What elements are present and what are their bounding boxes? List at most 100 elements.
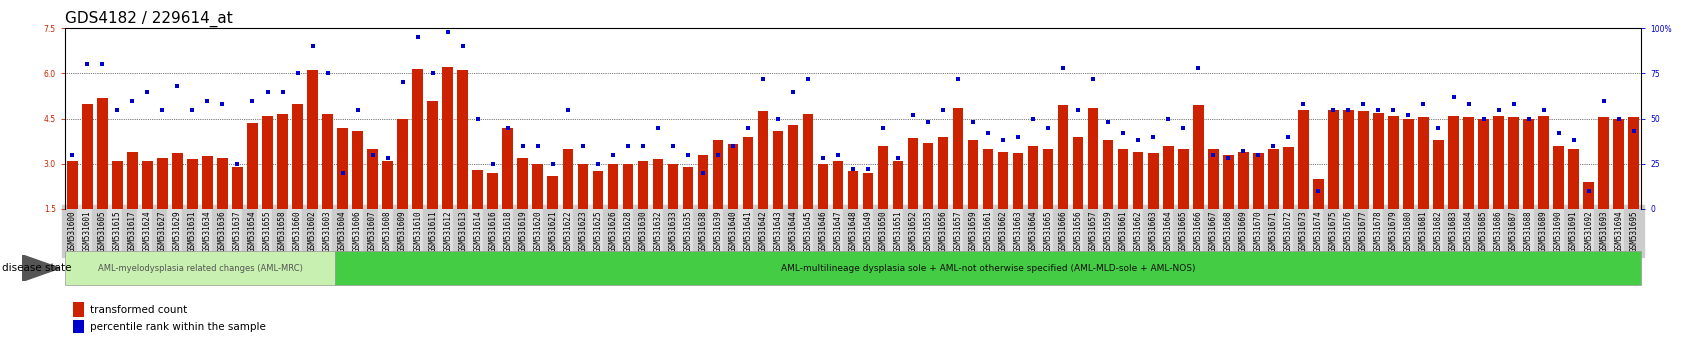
Bar (247, 123, 257, 254)
Point (1545, 130, 1572, 136)
Point (1170, 125, 1197, 131)
Polygon shape (22, 255, 60, 281)
Bar (1567, 149, 1577, 254)
Bar (172, 153, 182, 254)
Point (554, 107, 581, 113)
Point (1004, 134, 1032, 139)
Bar (938, 137, 948, 254)
Bar (442, 67, 452, 254)
Point (598, 152, 626, 158)
Bar (1072, 137, 1083, 254)
Bar (413, 69, 423, 254)
Point (523, 143, 551, 149)
Bar (1478, 119, 1488, 254)
Text: percentile rank within the sample: percentile rank within the sample (90, 322, 266, 332)
Point (689, 170, 716, 176)
Point (1033, 125, 1061, 131)
Point (1124, 137, 1151, 143)
Point (1604, 116, 1632, 121)
Point (389, 80, 416, 85)
Bar (1147, 153, 1158, 254)
Bar (832, 161, 842, 254)
Bar (1132, 152, 1142, 254)
Point (569, 143, 597, 149)
Point (1274, 134, 1301, 139)
Bar (1613, 119, 1623, 254)
Point (658, 143, 685, 149)
Bar (1448, 116, 1458, 254)
Point (1454, 101, 1482, 107)
Bar (488, 173, 498, 254)
Bar (157, 158, 167, 254)
Point (1258, 143, 1286, 149)
Point (1245, 152, 1272, 158)
Bar (803, 114, 813, 254)
Bar (907, 138, 917, 254)
Bar (638, 161, 648, 254)
Point (1574, 188, 1601, 194)
Bar (1163, 146, 1173, 254)
Point (58, 152, 85, 158)
Bar (382, 161, 392, 254)
Bar (847, 171, 858, 254)
Bar (397, 119, 407, 254)
Point (1020, 116, 1047, 121)
Point (1183, 65, 1211, 71)
Point (119, 98, 147, 103)
Point (614, 143, 641, 149)
Bar (607, 164, 617, 254)
Bar (1313, 179, 1323, 254)
Point (1229, 148, 1257, 154)
Text: disease state: disease state (2, 263, 72, 273)
Bar (622, 164, 633, 254)
Point (208, 101, 235, 107)
Point (1333, 107, 1361, 113)
Bar (66, 161, 77, 254)
Bar (817, 164, 827, 254)
Bar (1057, 105, 1067, 254)
Bar (1088, 108, 1098, 254)
Point (89, 62, 116, 67)
Bar (1492, 116, 1502, 254)
Bar (232, 167, 242, 254)
Point (945, 76, 972, 82)
Bar (1357, 111, 1367, 254)
Bar (353, 131, 363, 254)
Point (344, 107, 372, 113)
Bar (142, 161, 152, 254)
Point (373, 155, 401, 161)
Point (1139, 134, 1166, 139)
Bar (1342, 110, 1352, 254)
Bar (1417, 117, 1427, 254)
Point (1064, 107, 1091, 113)
Point (1408, 101, 1436, 107)
Point (1483, 107, 1511, 113)
Bar (338, 128, 348, 254)
Bar (697, 155, 708, 254)
Point (704, 152, 731, 158)
Point (1214, 155, 1241, 161)
Bar (1207, 149, 1217, 254)
Bar (667, 164, 677, 254)
Point (1154, 116, 1182, 121)
Bar (188, 159, 198, 254)
Bar (1103, 140, 1113, 254)
Bar (547, 176, 558, 254)
Point (1364, 107, 1391, 113)
Bar (532, 164, 542, 254)
Point (779, 89, 806, 95)
Bar (1253, 153, 1263, 254)
Point (329, 170, 356, 176)
Bar (1628, 117, 1639, 254)
Bar (1042, 149, 1052, 254)
Point (1470, 116, 1497, 121)
Bar (367, 149, 377, 254)
Bar (1013, 153, 1023, 254)
Bar (307, 70, 317, 254)
Point (1289, 101, 1316, 107)
Bar (128, 152, 138, 254)
Bar (1388, 116, 1398, 254)
Point (1320, 107, 1347, 113)
Bar (922, 143, 933, 254)
Point (433, 29, 460, 35)
